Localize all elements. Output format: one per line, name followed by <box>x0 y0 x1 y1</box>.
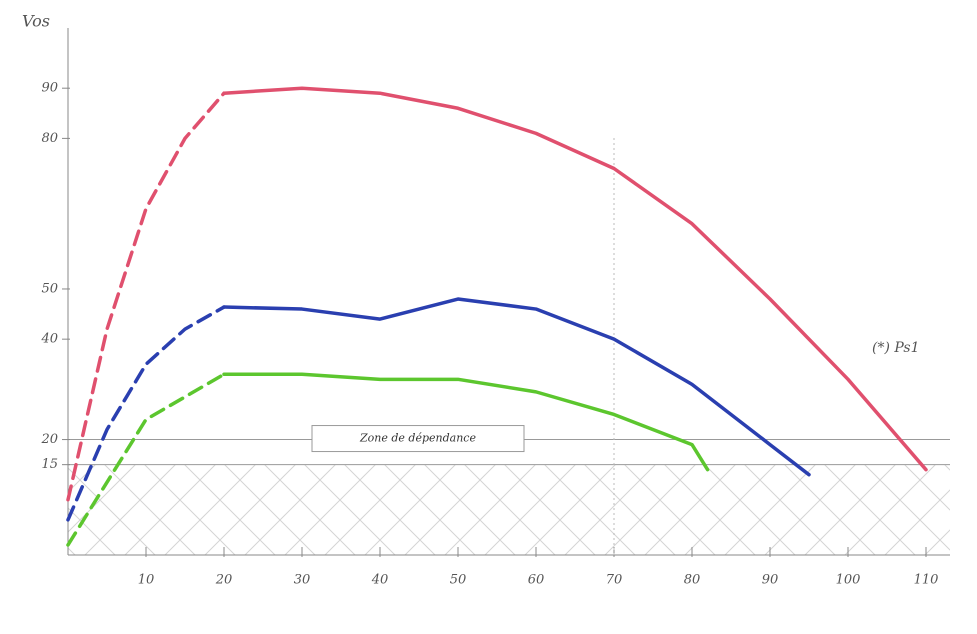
x-tick-label: 30 <box>294 573 311 588</box>
x-tick-label: 70 <box>606 573 623 588</box>
x-tick-label: 50 <box>450 573 467 588</box>
x-tick-label: 100 <box>836 573 861 588</box>
y-tick-label: 50 <box>41 281 58 296</box>
line <box>224 374 708 469</box>
x-tick-label: 60 <box>528 573 545 588</box>
y-tick-label: 40 <box>40 332 58 347</box>
annotation: (*) Ps1 <box>872 340 920 356</box>
x-tick-label: 10 <box>138 573 155 588</box>
zone-label: Zone de dépendance <box>359 432 476 445</box>
x-tick-label: 40 <box>371 573 389 588</box>
chart: Vos Zone de dépendance (*) Ps1 15 20 40 50 80 9… <box>0 0 977 634</box>
hatched-zone <box>68 465 950 555</box>
y-tick-label: 80 <box>41 131 58 146</box>
line-dashed <box>68 93 224 500</box>
x-tick-label: 20 <box>215 573 233 588</box>
y-tick-label: 90 <box>41 81 58 96</box>
y-tick-label: 15 <box>41 457 58 472</box>
line <box>224 88 926 469</box>
x-tick-label: 110 <box>914 573 939 588</box>
y-axis-label: Vos <box>22 12 50 31</box>
y-tick-label: 20 <box>40 432 58 447</box>
x-tick-label: 80 <box>684 573 701 588</box>
x-tick-label: 90 <box>762 573 779 588</box>
